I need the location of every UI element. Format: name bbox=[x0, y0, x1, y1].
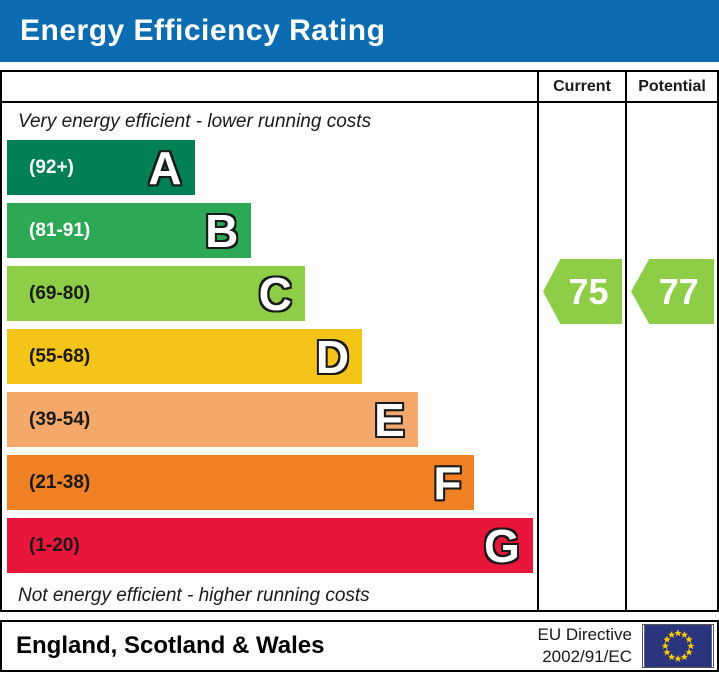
title-bar: Energy Efficiency Rating bbox=[0, 0, 719, 62]
bands-column: Very energy efficient - lower running co… bbox=[2, 72, 537, 610]
potential-rating-arrow: 77 bbox=[631, 259, 714, 324]
page-title: Energy Efficiency Rating bbox=[20, 14, 386, 47]
band-range-label: (69-80) bbox=[29, 282, 91, 304]
potential-column: Potential 77 bbox=[625, 72, 717, 610]
band-bar-b: (81-91) B bbox=[7, 203, 252, 258]
caption-very-efficient: Very energy efficient - lower running co… bbox=[18, 110, 372, 132]
band-letter: E bbox=[374, 393, 405, 446]
current-column: Current 75 bbox=[537, 72, 625, 610]
eu-flag-icon bbox=[642, 624, 714, 668]
current-header: Current bbox=[539, 72, 625, 103]
band-letter: G bbox=[483, 519, 520, 572]
band-bar-e: (39-54) E bbox=[7, 392, 418, 447]
band-row-g: (1-20) G bbox=[7, 518, 537, 573]
region-label: England, Scotland & Wales bbox=[16, 632, 325, 659]
band-bar-g: (1-20) G bbox=[7, 518, 533, 573]
band-range-label: (55-68) bbox=[29, 345, 91, 367]
band-range-label: (1-20) bbox=[29, 534, 80, 556]
band-bar-f: (21-38) F bbox=[7, 455, 475, 510]
band-letter: A bbox=[148, 141, 182, 194]
potential-column-body: 77 bbox=[627, 103, 717, 610]
band-letter: D bbox=[315, 330, 350, 383]
band-row-e: (39-54) E bbox=[7, 392, 537, 447]
eu-directive-line2: 2002/91/EC bbox=[542, 647, 632, 666]
band-row-a: (92+) A bbox=[7, 140, 537, 195]
band-range-label: (21-38) bbox=[29, 471, 91, 493]
band-row-b: (81-91) B bbox=[7, 203, 537, 258]
current-rating-value: 75 bbox=[568, 270, 609, 312]
band-bar-c: (69-80) C bbox=[7, 266, 305, 321]
footer-bar: England, Scotland & Wales EU Directive 2… bbox=[0, 620, 719, 672]
potential-header: Potential bbox=[627, 72, 717, 103]
band-bar-d: (55-68) D bbox=[7, 329, 363, 384]
potential-rating-value: 77 bbox=[658, 270, 699, 312]
band-list: (92+) A (81-91) B (69-80) C bbox=[2, 140, 537, 581]
band-range-label: (39-54) bbox=[29, 408, 91, 430]
band-row-f: (21-38) F bbox=[7, 455, 537, 510]
energy-rating-chart: Very energy efficient - lower running co… bbox=[0, 70, 719, 612]
band-bar-a: (92+) A bbox=[7, 140, 195, 195]
caption-not-efficient: Not energy efficient - higher running co… bbox=[18, 584, 370, 606]
band-range-label: (92+) bbox=[29, 156, 74, 178]
eu-directive-line1: EU Directive bbox=[537, 624, 632, 644]
current-rating-arrow: 75 bbox=[543, 259, 622, 324]
band-row-c: (69-80) C bbox=[7, 266, 537, 321]
band-letter: C bbox=[258, 267, 292, 320]
current-column-body: 75 bbox=[539, 103, 625, 610]
eu-directive-text: EU Directive 2002/91/EC bbox=[538, 624, 642, 668]
band-range-label: (81-91) bbox=[29, 219, 91, 241]
chart-body: Very energy efficient - lower running co… bbox=[2, 103, 537, 610]
band-letter: F bbox=[433, 456, 462, 509]
band-letter: B bbox=[205, 204, 239, 257]
chart-header-spacer bbox=[2, 72, 537, 103]
band-row-d: (55-68) D bbox=[7, 329, 537, 384]
